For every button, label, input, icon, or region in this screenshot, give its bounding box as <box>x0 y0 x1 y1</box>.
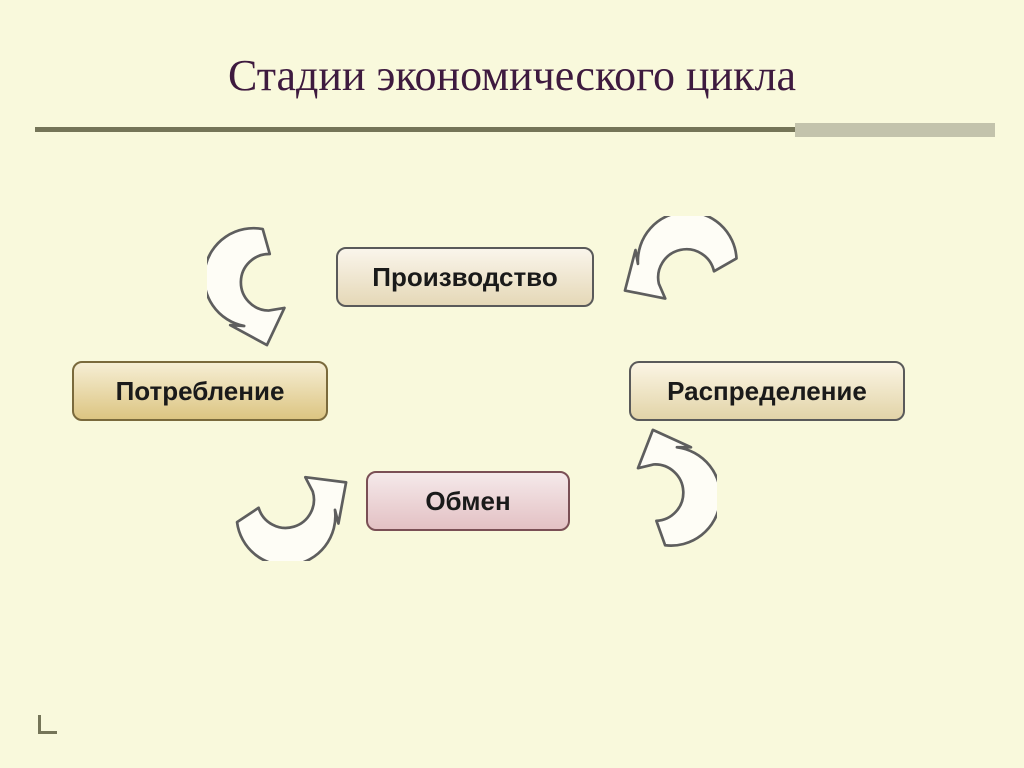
corner-tick-icon <box>38 715 57 734</box>
arrow-dist_to_exch <box>591 427 717 553</box>
node-distribution: Распределение <box>629 361 905 421</box>
node-production: Производство <box>336 247 594 307</box>
arrow-cons_to_prod <box>207 222 333 348</box>
title-rule-light <box>795 123 995 137</box>
node-consumption: Потребление <box>72 361 328 421</box>
arrow-exch_to_cons <box>225 435 351 561</box>
node-exchange: Обмен <box>366 471 570 531</box>
title-rule-dark <box>35 127 795 132</box>
slide-canvas: Стадии экономического цикла Производство… <box>0 0 1024 768</box>
slide-title: Стадии экономического цикла <box>0 50 1024 101</box>
arrow-prod_to_dist <box>621 216 747 342</box>
